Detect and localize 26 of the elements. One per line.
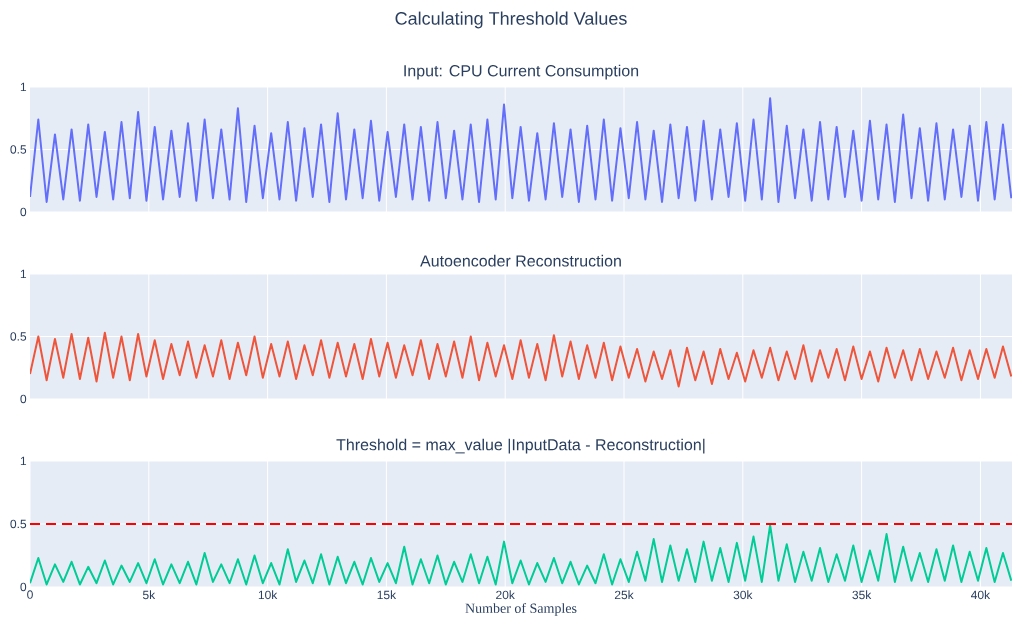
y-tick-label: 0: [20, 582, 27, 592]
x-tick-label: 20k: [496, 590, 515, 600]
x-tick-label: 35k: [852, 590, 872, 600]
line-series: [30, 331, 1012, 388]
text: Calculating Threshold Values: [395, 11, 627, 29]
y-tick-label: 0.5: [10, 145, 27, 154]
line-series: [30, 97, 1012, 203]
x-tick-label: 5k: [142, 590, 156, 600]
x-tick-label: 0: [27, 590, 33, 599]
x-tick-label: 40k: [971, 590, 991, 600]
x-tick-label: 10k: [258, 590, 278, 600]
chart-title: Input: CPU Current Consumption: [404, 64, 639, 80]
line-series: [30, 524, 1012, 586]
y-tick-label: 1: [20, 456, 27, 466]
y-tick-label: 0.5: [10, 519, 27, 529]
y-tick-label: 1: [20, 269, 27, 279]
x-tick-label: 25k: [614, 590, 634, 600]
chart-title: Threshold = max_value |InputData - Reconstruction|: [336, 438, 705, 454]
x-tick-label: 15k: [377, 590, 397, 600]
y-tick-label: 1: [20, 82, 27, 92]
x-axis-title: Number of Samples: [465, 603, 577, 616]
chart-title: Autoencoder Reconstruction: [420, 254, 621, 267]
y-tick-label: 0: [20, 207, 27, 217]
y-tick-label: 0.5: [10, 332, 27, 341]
y-tick-label: 0: [20, 394, 27, 404]
x-tick-label: 30k: [733, 590, 753, 600]
